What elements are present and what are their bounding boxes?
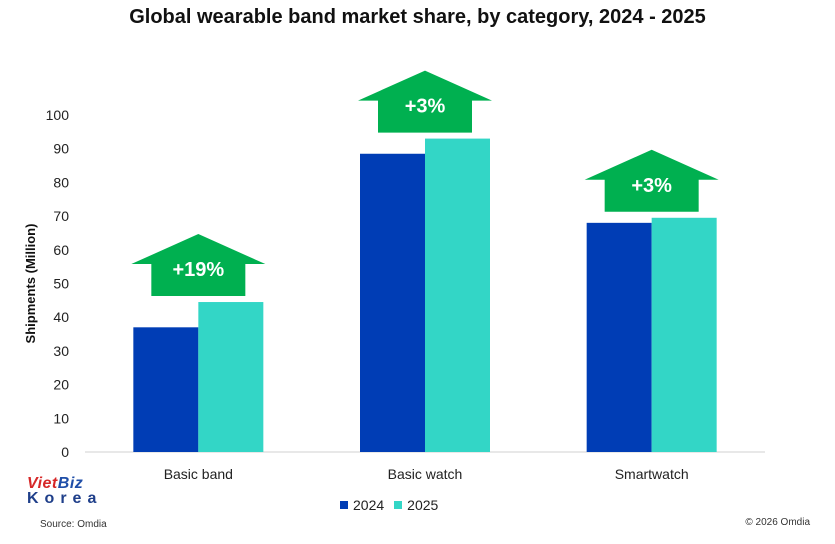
y-tick-label-50: 50 (53, 276, 69, 292)
y-tick-label-30: 30 (53, 343, 69, 359)
growth-arrow-basic-watch (358, 70, 492, 133)
y-tick-label-20: 20 (53, 377, 69, 393)
bar-smartwatch-2025 (651, 217, 717, 452)
legend: 2024 2025 (340, 497, 448, 513)
y-tick-label-40: 40 (53, 309, 69, 325)
y-tick-label-10: 10 (53, 410, 69, 426)
bar-smartwatch-2024 (586, 222, 652, 452)
legend-swatch-2024 (340, 501, 348, 509)
legend-item-2025: 2025 (394, 497, 438, 513)
y-tick-label-70: 70 (53, 208, 69, 224)
y-tick-label-100: 100 (46, 107, 70, 123)
legend-swatch-2025 (394, 501, 403, 509)
x-tick-label-basic-band: Basic band (164, 466, 233, 482)
vietbiz-korea-logo: VietBiz Korea (27, 475, 103, 507)
chart-title: Global wearable band market share, by ca… (129, 6, 706, 28)
growth-arrow-smartwatch (584, 149, 719, 212)
growth-label-smartwatch: +3% (631, 175, 672, 197)
bar-basic-watch-2024 (360, 153, 425, 452)
y-axis-label: Shipments (Million) (23, 224, 38, 344)
bar-basic-band-2025 (198, 302, 264, 452)
copyright-note: © 2026 Omdia (745, 517, 810, 528)
y-tick-label-0: 0 (61, 444, 69, 460)
y-tick-label-80: 80 (53, 174, 69, 190)
legend-label-2024: 2024 (353, 497, 385, 513)
source-note: Source: Omdia (40, 519, 107, 530)
y-tick-label-60: 60 (53, 242, 69, 258)
bar-basic-watch-2025 (425, 138, 490, 452)
legend-item-2024: 2024 (340, 497, 384, 513)
x-tick-label-basic-watch: Basic watch (388, 466, 463, 482)
growth-label-basic-band: +19% (172, 259, 224, 281)
growth-label-basic-watch: +3% (405, 96, 446, 118)
legend-label-2025: 2025 (407, 497, 439, 513)
y-tick-label-90: 90 (53, 141, 69, 157)
bar-basic-band-2024 (133, 327, 199, 452)
x-tick-label-smartwatch: Smartwatch (615, 466, 689, 482)
growth-arrow-basic-band (131, 234, 266, 297)
